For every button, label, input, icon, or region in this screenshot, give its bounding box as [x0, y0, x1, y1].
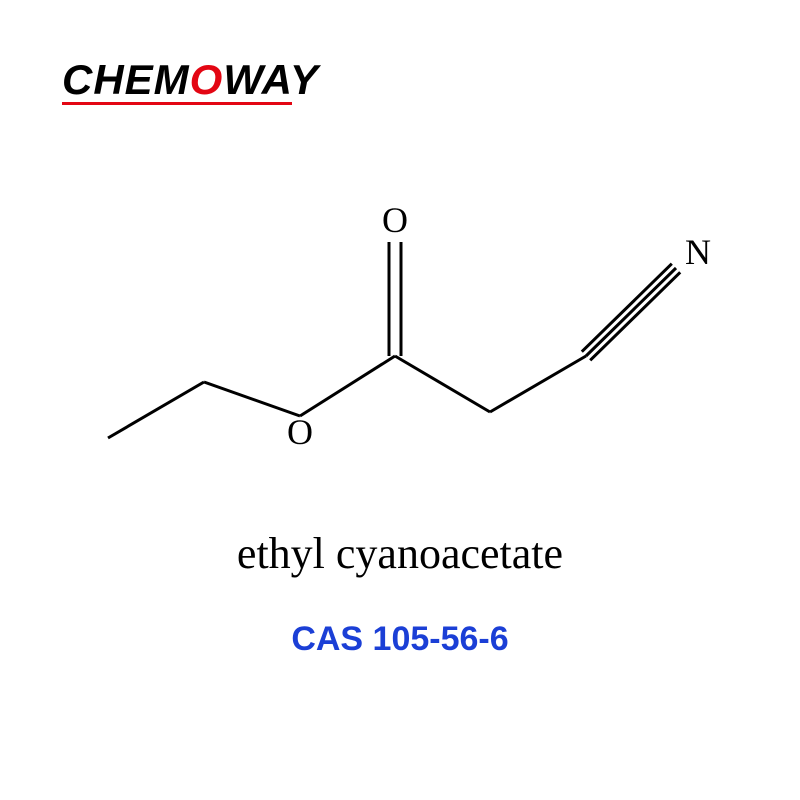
bond-c1-c2	[108, 382, 204, 438]
compound-name: ethyl cyanoacetate	[0, 528, 800, 579]
bond-c5-n-b	[590, 272, 680, 360]
cas-number: CAS 105-56-6	[0, 620, 800, 659]
atom-o-ether: O	[287, 411, 313, 453]
bond-c3-c4	[395, 356, 490, 412]
logo-pre: CHEM	[62, 56, 190, 103]
bond-c5-n-c	[582, 264, 672, 352]
logo-accent: O	[190, 56, 224, 103]
molecular-structure: O O N	[0, 190, 800, 490]
brand-logo: CHEMOWAY	[62, 56, 319, 105]
bond-c4-c5	[490, 356, 586, 412]
atom-n: N	[685, 231, 711, 273]
bond-c5-n-a	[586, 268, 676, 356]
atom-o-double: O	[382, 199, 408, 241]
bond-o-c3	[300, 356, 395, 416]
bond-c2-o	[204, 382, 300, 416]
logo-post: WAY	[223, 56, 319, 103]
